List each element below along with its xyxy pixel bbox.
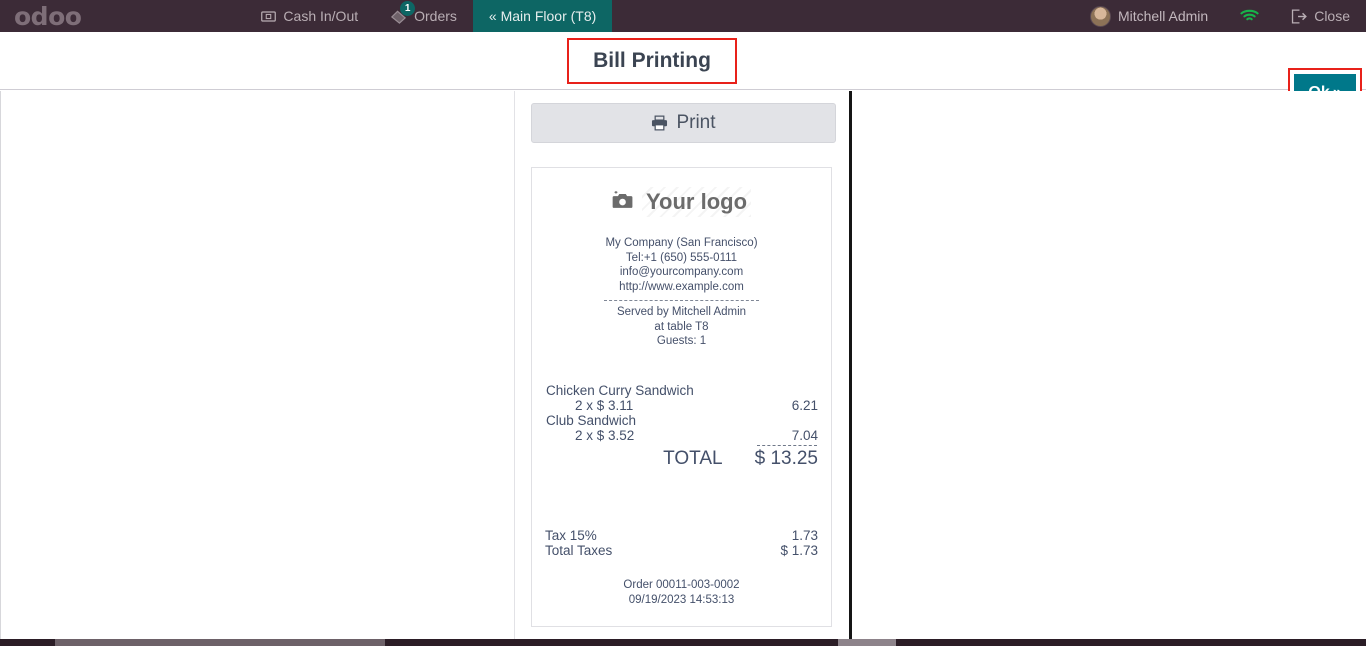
receipt-order-footer: Order 00011-003-0002 09/19/2023 14:53:13: [545, 578, 818, 608]
tax-value: 1.73: [791, 528, 818, 544]
receipt-total-block: TOTAL $ 13.25: [545, 445, 818, 470]
receipt-logo-text: Your logo: [641, 187, 752, 217]
bottom-bar-segment: [55, 639, 385, 646]
company-website: http://www.example.com: [619, 281, 744, 294]
receipt-total-row: TOTAL $ 13.25: [545, 447, 818, 470]
close-session-label: Close: [1314, 8, 1350, 24]
subheader: Bill Printing Ok »: [0, 32, 1366, 118]
tax-label: Total Taxes: [545, 543, 613, 559]
tax-value: $ 1.73: [780, 543, 818, 559]
order-line-amount: 7.04: [791, 428, 818, 444]
tax-row: Tax 15% 1.73: [545, 528, 818, 543]
pane-divider: [849, 91, 852, 639]
user-name-label: Mitchell Admin: [1117, 8, 1209, 24]
order-line-name: Chicken Curry Sandwich: [546, 383, 694, 399]
order-line-qty-price: 2 x $ 3.11: [575, 398, 634, 414]
left-pane: Print Your logo My Company (San Francisc…: [0, 91, 851, 639]
order-line-name: Club Sandwich: [546, 413, 637, 429]
served-guests: Guests: 1: [656, 335, 707, 348]
order-line-amount: 6.21: [791, 398, 818, 414]
served-by: Served by Mitchell Admin: [616, 305, 747, 318]
bottom-bar: [0, 639, 1366, 646]
nav-item-main-floor-label: « Main Floor (T8): [488, 8, 597, 24]
order-line-detail: 2 x $ 3.11 6.21: [545, 398, 818, 413]
money-icon: [261, 9, 277, 24]
receipt-company-info: My Company (San Francisco) Tel:+1 (650) …: [545, 236, 818, 295]
nav-item-cash-in-out-label: Cash In/Out: [283, 8, 359, 24]
tax-label: Tax 15%: [545, 528, 597, 544]
served-table: at table T8: [654, 320, 709, 333]
receipt-column: Print Your logo My Company (San Francisc…: [514, 91, 851, 639]
close-session-button[interactable]: Close: [1275, 8, 1366, 24]
receipt-order-lines: Chicken Curry Sandwich 2 x $ 3.11 6.21 C…: [545, 383, 818, 443]
orders-icon: [390, 8, 407, 25]
total-divider: [757, 445, 817, 447]
order-datetime: 09/19/2023 14:53:13: [628, 593, 735, 606]
company-phone: Tel:+1 (650) 555-0111: [625, 251, 738, 264]
camera-icon: [612, 191, 634, 213]
wifi-icon: [1240, 9, 1259, 23]
receipt-logo: Your logo: [545, 182, 818, 222]
page-title: Bill Printing: [593, 49, 711, 72]
total-value: $ 13.25: [754, 448, 818, 470]
order-line: Club Sandwich 2 x $ 3.52 7.04: [545, 413, 818, 443]
top-navbar: odoo Cash In/Out 1 Orders « Main Floor (…: [0, 0, 1366, 32]
nav-item-orders[interactable]: 1 Orders: [374, 0, 473, 32]
navbar-right-group: Mitchell Admin Close: [1074, 0, 1366, 32]
order-number: Order 00011-003-0002: [623, 579, 740, 592]
total-label: TOTAL: [663, 448, 723, 470]
order-line-qty-price: 2 x $ 3.52: [575, 428, 635, 444]
orders-count-badge: 1: [400, 1, 416, 16]
order-line-detail: 2 x $ 3.52 7.04: [545, 428, 818, 443]
company-email: info@yourcompany.com: [619, 266, 744, 279]
odoo-logo[interactable]: odoo: [14, 1, 82, 31]
user-menu[interactable]: Mitchell Admin: [1074, 5, 1224, 27]
company-name: My Company (San Francisco): [605, 237, 758, 249]
order-line: Chicken Curry Sandwich 2 x $ 3.11 6.21: [545, 383, 818, 413]
tax-row: Total Taxes $ 1.73: [545, 543, 818, 558]
receipt-divider: [604, 299, 759, 301]
bottom-bar-segment: [838, 639, 896, 646]
page-title-highlight: Bill Printing: [567, 38, 737, 84]
printer-icon: [651, 115, 668, 131]
nav-item-cash-in-out[interactable]: Cash In/Out: [245, 0, 374, 32]
print-button[interactable]: Print: [531, 103, 836, 143]
print-button-label: Print: [676, 112, 716, 133]
main-content: Print Your logo My Company (San Francisc…: [0, 91, 1366, 639]
nav-item-main-floor[interactable]: « Main Floor (T8): [472, 0, 613, 32]
navbar-spacer: [95, 0, 245, 32]
logout-icon: [1291, 8, 1308, 24]
connection-status[interactable]: [1224, 9, 1275, 23]
nav-item-orders-label: Orders: [414, 8, 457, 24]
receipt-served-info: Served by Mitchell Admin at table T8 Gue…: [545, 305, 818, 349]
receipt-tax-block: Tax 15% 1.73 Total Taxes $ 1.73: [545, 528, 818, 558]
avatar: [1089, 5, 1111, 27]
receipt-preview: Your logo My Company (San Francisco) Tel…: [531, 167, 832, 627]
